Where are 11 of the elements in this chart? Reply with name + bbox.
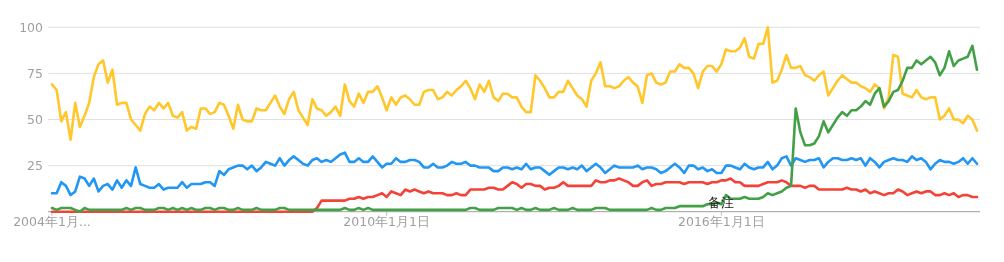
- y-tick-label: 50: [27, 112, 44, 127]
- y-tick-label: 25: [27, 158, 43, 174]
- line-series: [50, 151, 979, 197]
- x-tick-label: 2010年1月1日: [343, 214, 431, 229]
- y-tick-label: 75: [27, 65, 43, 81]
- x-tick-label: 2004年1月...: [13, 214, 91, 229]
- line-series: [50, 177, 979, 213]
- x-tick-label: 2016年1月1日: [677, 214, 765, 229]
- line-series: [50, 44, 979, 213]
- line-series: [50, 26, 979, 142]
- y-tick-label: 100: [19, 19, 44, 35]
